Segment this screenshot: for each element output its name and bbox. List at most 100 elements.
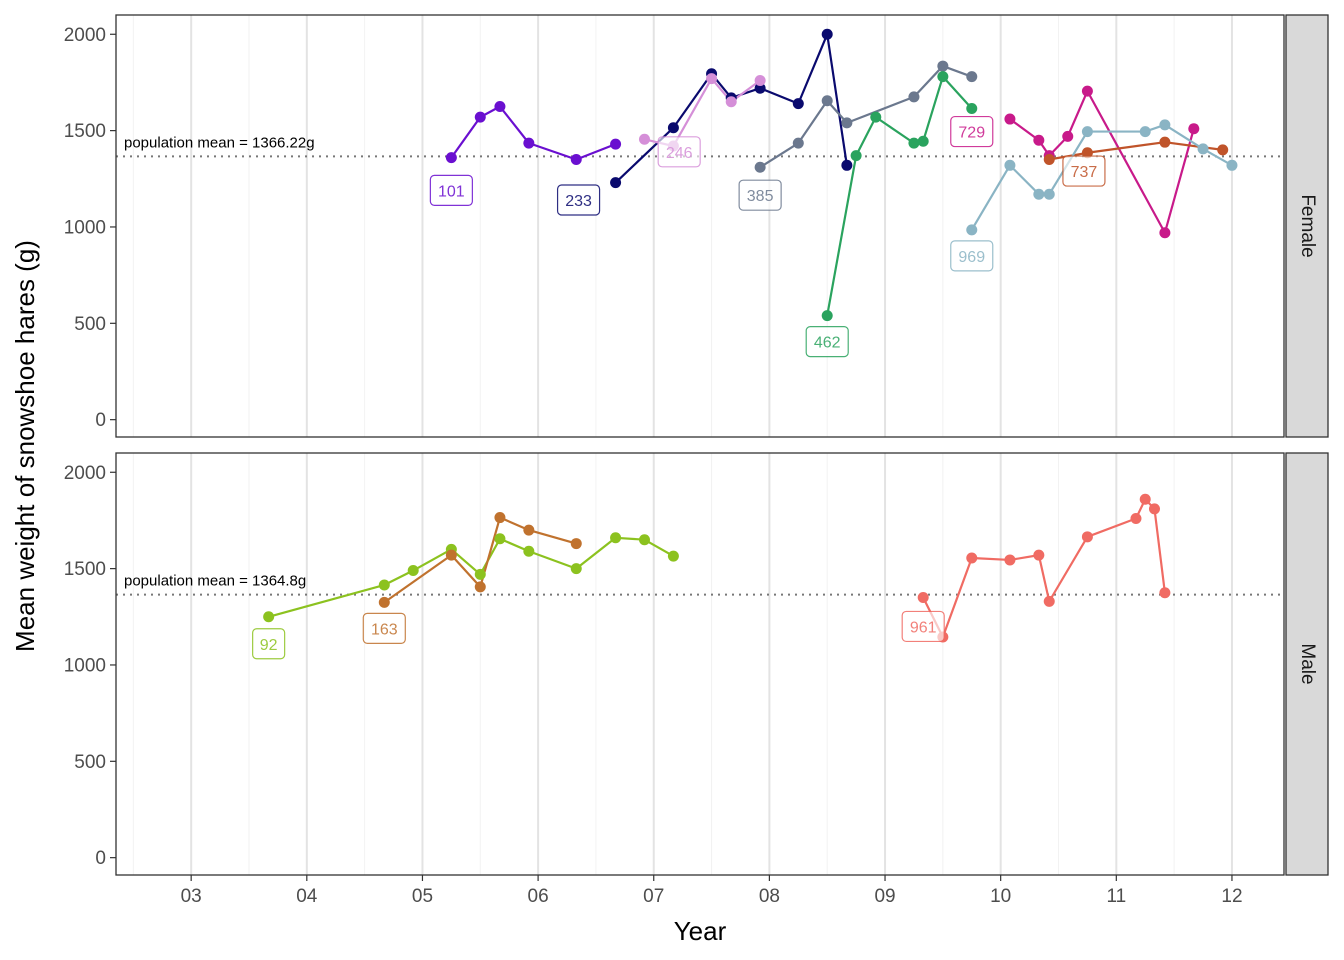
x-tick-label: 04 bbox=[296, 886, 318, 907]
data-point-961 bbox=[1004, 554, 1016, 566]
series-label-box-163 bbox=[362, 612, 406, 644]
data-point-961 bbox=[1081, 531, 1093, 543]
data-point-92 bbox=[407, 565, 419, 577]
panels: 0 500 1000 1500 2000 population mean = 1366.2… bbox=[64, 14, 1329, 876]
data-point-163 bbox=[494, 512, 506, 524]
data-point-729 bbox=[1188, 123, 1200, 135]
series-label-246: 246 bbox=[666, 145, 693, 162]
data-point-961 bbox=[1139, 493, 1151, 505]
data-point-961 bbox=[917, 592, 929, 604]
panel-border bbox=[115, 452, 1285, 876]
data-point-969 bbox=[1226, 159, 1238, 171]
data-point-969 bbox=[1081, 126, 1093, 138]
x-axis: 03 04 05 06 07 08 09 10 11 12 bbox=[181, 875, 1243, 907]
data-point-233 bbox=[841, 159, 853, 171]
data-point-163 bbox=[523, 524, 535, 536]
data-point-92 bbox=[523, 545, 535, 557]
series-line-163 bbox=[383, 516, 577, 604]
series-line-233 bbox=[614, 33, 848, 184]
series-label-box-101 bbox=[429, 174, 473, 206]
data-point-163 bbox=[378, 596, 390, 608]
population-mean-label: population mean = 1364.8g bbox=[124, 573, 306, 590]
data-point-163 bbox=[570, 538, 582, 550]
data-point-729 bbox=[1081, 85, 1093, 97]
data-point-233 bbox=[792, 98, 804, 110]
panel-male: 0 500 1000 1500 2000 population mean = 1364.8… bbox=[64, 452, 1329, 876]
facet-strip-label: Male bbox=[1297, 643, 1318, 684]
x-tick-label: 12 bbox=[1221, 886, 1242, 907]
data-point-101 bbox=[523, 137, 535, 149]
series-label-233: 233 bbox=[565, 193, 592, 210]
data-point-233 bbox=[821, 28, 833, 40]
data-point-729 bbox=[1159, 227, 1171, 239]
data-point-961 bbox=[1159, 587, 1171, 599]
data-point-462 bbox=[821, 310, 833, 322]
data-point-385 bbox=[937, 60, 949, 72]
series-label-box-969 bbox=[950, 240, 994, 272]
data-point-101 bbox=[445, 152, 457, 164]
panel-background bbox=[116, 15, 1284, 437]
data-point-961 bbox=[1043, 595, 1055, 607]
x-tick-label: 11 bbox=[1106, 886, 1126, 907]
y-axis-title: Mean weight of snowshoe hares (g) bbox=[10, 240, 40, 652]
series-label-163: 163 bbox=[371, 621, 398, 638]
x-axis-title: Year bbox=[674, 916, 727, 946]
data-point-969 bbox=[1159, 119, 1171, 131]
y-tick-label: 1000 bbox=[64, 217, 106, 238]
data-point-737 bbox=[1043, 154, 1055, 166]
data-point-92 bbox=[667, 550, 679, 562]
data-point-462 bbox=[966, 102, 978, 114]
x-tick-label: 03 bbox=[181, 886, 202, 907]
data-point-92 bbox=[494, 533, 506, 545]
data-point-92 bbox=[570, 563, 582, 575]
x-tick-label: 10 bbox=[990, 886, 1011, 907]
data-point-385 bbox=[908, 91, 920, 103]
data-point-385 bbox=[754, 161, 766, 173]
data-point-462 bbox=[850, 150, 862, 162]
y-tick-label: 500 bbox=[74, 752, 106, 773]
data-point-92 bbox=[263, 611, 275, 623]
data-point-969 bbox=[1033, 188, 1045, 200]
data-point-729 bbox=[1004, 113, 1016, 125]
series-label-box-462 bbox=[805, 326, 849, 358]
data-point-92 bbox=[378, 579, 390, 591]
data-point-233 bbox=[754, 82, 766, 94]
data-point-101 bbox=[474, 111, 486, 123]
series-label-92: 92 bbox=[260, 637, 278, 654]
series-label-box-246 bbox=[657, 136, 701, 168]
data-point-101 bbox=[570, 154, 582, 166]
facet-strip-label: Female bbox=[1297, 194, 1318, 257]
data-point-961 bbox=[1148, 503, 1160, 515]
series-label-101: 101 bbox=[438, 183, 465, 200]
data-point-961 bbox=[966, 552, 978, 564]
data-point-462 bbox=[908, 137, 920, 149]
series-label-box-385 bbox=[738, 179, 782, 211]
data-point-969 bbox=[966, 224, 978, 236]
panel-border bbox=[115, 14, 1285, 438]
data-point-163 bbox=[474, 581, 486, 593]
data-point-462 bbox=[917, 135, 929, 147]
x-tick-label: 08 bbox=[759, 886, 780, 907]
x-tick-label: 06 bbox=[528, 886, 549, 907]
series-label-969: 969 bbox=[958, 249, 985, 266]
series-label-385: 385 bbox=[747, 188, 774, 205]
data-point-246 bbox=[638, 133, 650, 145]
data-point-233 bbox=[610, 177, 622, 189]
series-label-961: 961 bbox=[910, 619, 937, 636]
data-point-737 bbox=[1159, 136, 1171, 148]
series-label-737: 737 bbox=[1071, 164, 1098, 181]
series-label-729: 729 bbox=[958, 125, 985, 142]
data-point-729 bbox=[1033, 134, 1045, 146]
data-point-92 bbox=[638, 534, 650, 546]
y-tick-label: 1500 bbox=[64, 121, 106, 142]
y-tick-label: 1000 bbox=[64, 655, 106, 676]
data-point-385 bbox=[841, 117, 853, 129]
y-tick-label: 500 bbox=[74, 314, 106, 335]
series-label-box-737 bbox=[1062, 155, 1106, 187]
panel-female: 0 500 1000 1500 2000 population mean = 1366.2… bbox=[64, 14, 1329, 438]
data-point-462 bbox=[937, 71, 949, 83]
x-tick-label: 09 bbox=[874, 886, 895, 907]
facet-strip bbox=[1285, 452, 1329, 876]
x-tick-label: 05 bbox=[412, 886, 433, 907]
data-point-737 bbox=[1217, 144, 1229, 156]
